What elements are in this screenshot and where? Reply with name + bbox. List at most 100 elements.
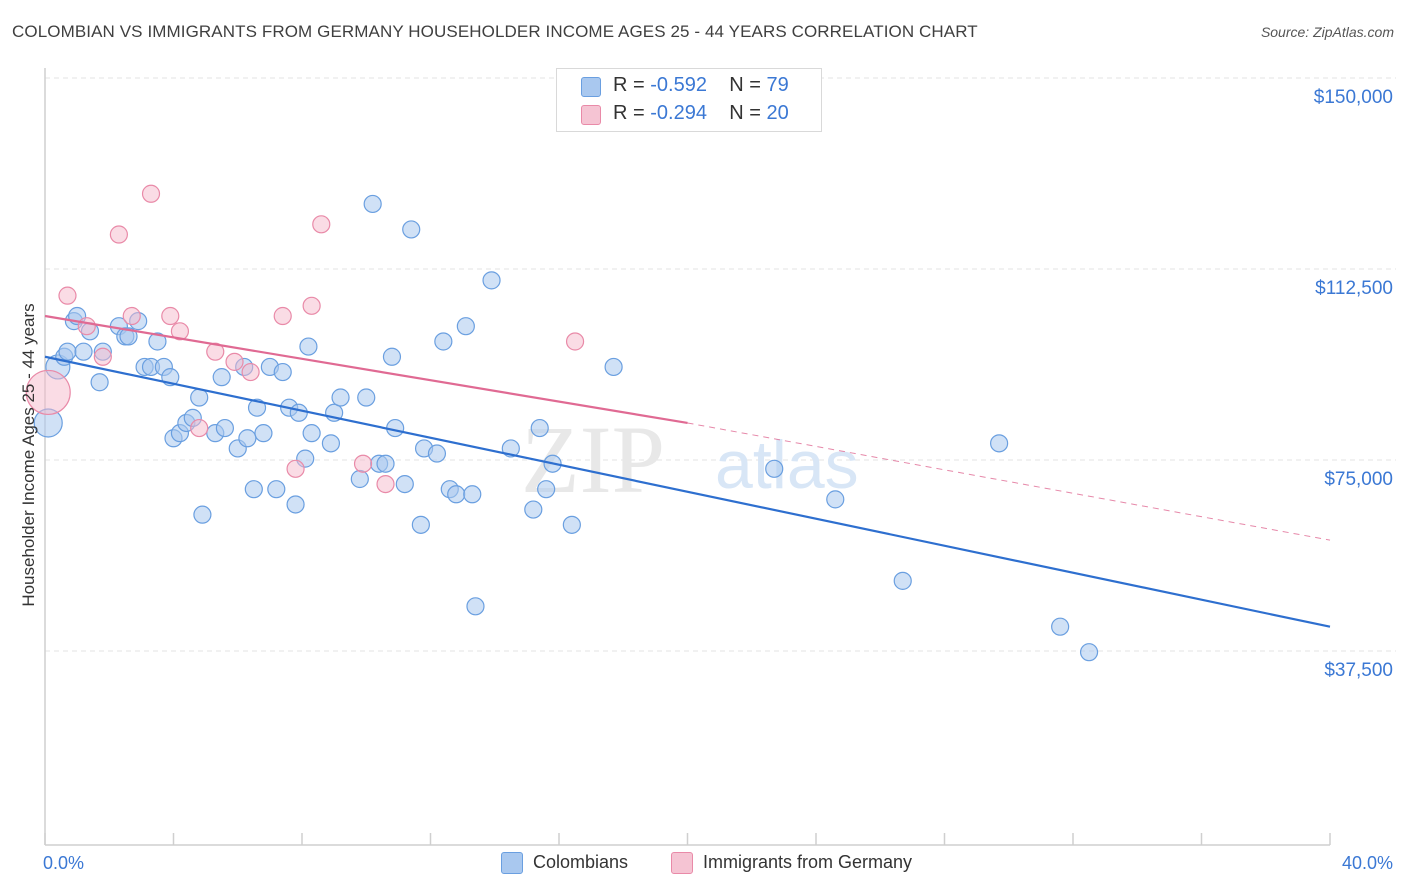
colombians-swatch bbox=[581, 77, 601, 97]
colombians-point bbox=[331, 388, 350, 407]
germany-point bbox=[225, 352, 244, 371]
legend-label-colombians: Colombians bbox=[533, 852, 629, 872]
legend-row-colombians: R = -0.592 N = 79 bbox=[557, 74, 821, 98]
colombians-point bbox=[382, 347, 402, 366]
y-tick-label: $37,500 bbox=[1324, 660, 1393, 681]
colombians-point bbox=[826, 490, 845, 509]
colombians-point bbox=[90, 373, 109, 392]
germany-swatch bbox=[671, 852, 693, 874]
colombians-point bbox=[299, 337, 318, 356]
germany-trend-extension bbox=[687, 422, 1331, 541]
colombians-point bbox=[321, 434, 341, 453]
trend-lines bbox=[44, 314, 1331, 628]
colombians-point bbox=[447, 485, 466, 504]
colombians-point bbox=[562, 515, 581, 534]
colombians-point bbox=[148, 332, 167, 351]
legend-row-germany: R = -0.294 N = 20 bbox=[557, 102, 821, 126]
colombians-point bbox=[363, 194, 382, 214]
colombians-point bbox=[990, 434, 1009, 453]
germany-point bbox=[93, 347, 112, 366]
colombians-point bbox=[238, 429, 257, 448]
colombians-point bbox=[119, 327, 138, 346]
y-tick-label: $150,000 bbox=[1314, 87, 1393, 108]
germany-point bbox=[190, 418, 209, 438]
colombians-point bbox=[254, 424, 273, 443]
colombians-point bbox=[411, 515, 430, 534]
colombians-point bbox=[537, 480, 556, 499]
legend-label-germany: Immigrants from Germany bbox=[703, 852, 913, 872]
correlation-legend: R = -0.592 N = 79 R = -0.294 N = 20 bbox=[556, 68, 822, 132]
colombians-point bbox=[267, 480, 286, 499]
colombians-point bbox=[376, 454, 395, 473]
germany-point bbox=[25, 369, 71, 416]
germany-point bbox=[77, 317, 96, 336]
germany-point bbox=[122, 306, 141, 326]
germany-point bbox=[109, 225, 128, 244]
colombians-point bbox=[215, 418, 234, 438]
colombians-point bbox=[286, 495, 305, 514]
colombians-point bbox=[74, 342, 93, 361]
x-tick-label: 40.0% bbox=[1342, 853, 1393, 873]
colombians-swatch bbox=[501, 852, 523, 874]
colombians-point bbox=[530, 418, 549, 438]
germany-points bbox=[25, 184, 585, 494]
r-value: -0.592 bbox=[650, 74, 707, 96]
colombians-point bbox=[190, 388, 209, 407]
colombians-point bbox=[427, 444, 447, 463]
x-tick-label: 0.0% bbox=[43, 853, 84, 873]
colombians-point bbox=[302, 424, 321, 443]
germany-point bbox=[170, 322, 190, 341]
colombians-point bbox=[604, 357, 623, 377]
colombians-point bbox=[350, 469, 369, 489]
germany-point bbox=[206, 342, 225, 361]
colombians-point bbox=[395, 474, 414, 494]
source-credit: Source: ZipAtlas.com bbox=[1260, 24, 1394, 40]
colombians-point bbox=[1051, 617, 1070, 636]
colombians-point bbox=[456, 317, 475, 336]
y-tick-label: $112,500 bbox=[1315, 278, 1393, 299]
n-value: 20 bbox=[766, 102, 789, 124]
colombians-point bbox=[58, 342, 77, 361]
germany-trend-line bbox=[44, 314, 688, 425]
colombians-point bbox=[357, 388, 376, 407]
colombians-point bbox=[434, 332, 453, 351]
r-label: R = bbox=[613, 74, 651, 96]
colombians-point bbox=[463, 485, 482, 504]
germany-point bbox=[273, 306, 292, 326]
colombians-point bbox=[289, 403, 308, 422]
germany-point bbox=[286, 459, 305, 478]
series-legend: Colombians Immigrants from Germany bbox=[0, 851, 1406, 879]
y-axis-label: Householder Income Ages 25 - 44 years bbox=[19, 303, 38, 606]
germany-point bbox=[241, 362, 260, 382]
germany-point bbox=[141, 184, 161, 203]
y-tick-labels: $37,500 $75,000 $112,500 $150,000 bbox=[1314, 87, 1393, 681]
r-label: R = bbox=[613, 102, 651, 124]
r-value: -0.294 bbox=[650, 102, 707, 124]
y-tick-label: $75,000 bbox=[1324, 469, 1393, 490]
axes bbox=[44, 68, 1331, 846]
colombians-point bbox=[893, 571, 912, 590]
germany-point bbox=[312, 215, 331, 234]
colombians-point bbox=[273, 362, 292, 382]
colombians-point bbox=[193, 505, 212, 524]
germany-point bbox=[302, 296, 321, 315]
germany-point bbox=[58, 286, 77, 305]
germany-point bbox=[161, 306, 180, 326]
colombians-point bbox=[212, 368, 231, 387]
colombians-trend-line bbox=[44, 355, 1331, 628]
n-label: N = bbox=[729, 102, 767, 124]
germany-point bbox=[376, 474, 395, 494]
n-label: N = bbox=[729, 74, 767, 96]
colombians-point bbox=[402, 220, 421, 239]
germany-point bbox=[565, 332, 585, 351]
colombians-point bbox=[244, 480, 263, 499]
x-tick-labels: 0.0% 40.0% bbox=[43, 853, 1393, 873]
colombians-point bbox=[482, 271, 501, 290]
germany-swatch bbox=[581, 105, 601, 125]
germany-point bbox=[353, 454, 373, 473]
colombians-point bbox=[466, 597, 485, 616]
colombians-point bbox=[765, 459, 784, 478]
colombians-point bbox=[524, 500, 543, 519]
n-value: 79 bbox=[766, 74, 789, 96]
